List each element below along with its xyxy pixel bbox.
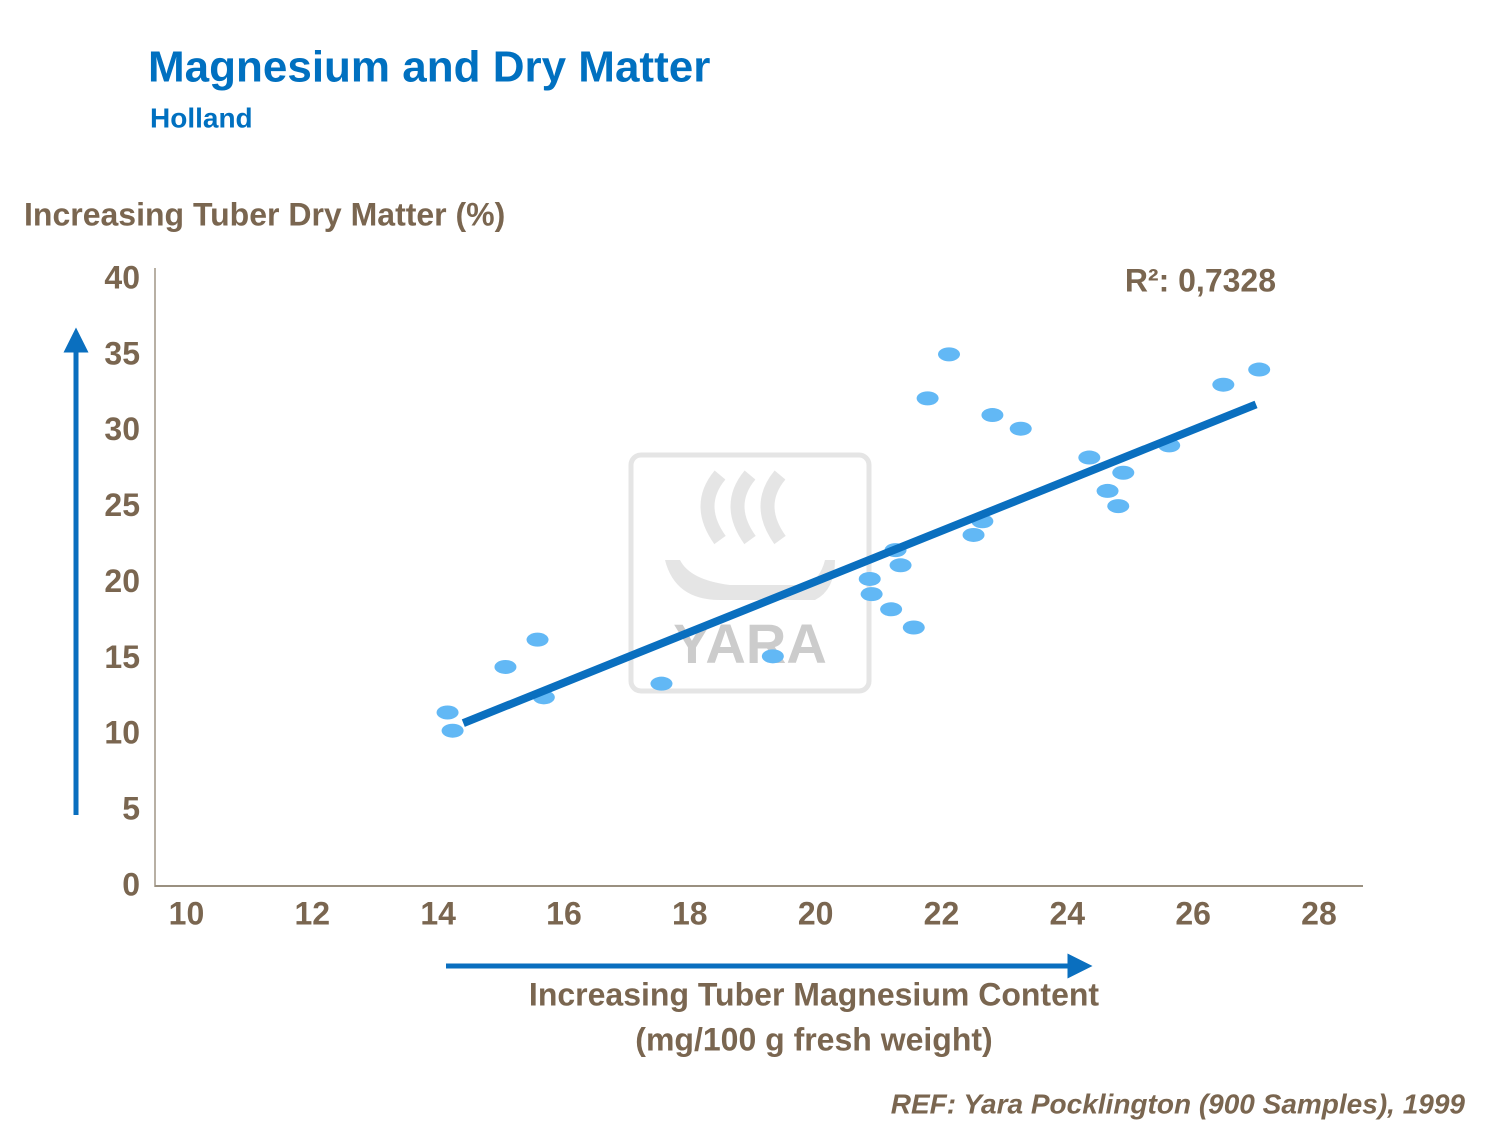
data-point — [761, 649, 784, 664]
data-point — [938, 347, 961, 362]
data-point — [962, 527, 985, 542]
x-tick-label: 10 — [169, 895, 205, 931]
data-point — [1107, 499, 1130, 514]
data-point — [1096, 483, 1119, 498]
data-point — [916, 391, 939, 406]
data-point — [650, 676, 673, 691]
chart-subtitle: Holland — [150, 102, 253, 133]
x-axis-label: Increasing Tuber Magnesium Content — [529, 976, 1099, 1012]
x-tick-label: 22 — [924, 895, 960, 931]
data-point — [1248, 362, 1271, 377]
x-tick-label: 18 — [672, 895, 708, 931]
data-point — [1078, 450, 1101, 465]
x-axis-label: (mg/100 g fresh weight) — [635, 1021, 992, 1057]
y-tick-label: 35 — [104, 335, 140, 371]
y-tick-label: 40 — [104, 259, 140, 295]
data-point — [1112, 465, 1135, 480]
data-point — [880, 602, 903, 617]
data-point — [494, 659, 517, 674]
x-tick-label: 16 — [546, 895, 582, 931]
data-point — [436, 705, 459, 720]
y-tick-label: 15 — [104, 639, 140, 675]
chart-title: Magnesium and Dry Matter — [148, 43, 710, 92]
x-tick-label: 20 — [798, 895, 834, 931]
data-point — [1009, 421, 1032, 436]
x-tick-label: 26 — [1175, 895, 1211, 931]
data-point — [889, 558, 912, 573]
r-squared: R²: 0,7328 — [1125, 262, 1276, 298]
y-axis-label: Increasing Tuber Dry Matter (%) — [24, 196, 505, 232]
x-tick-label: 28 — [1301, 895, 1337, 931]
reference: REF: Yara Pocklington (900 Samples), 199… — [891, 1088, 1466, 1119]
x-tick-label: 12 — [294, 895, 330, 931]
y-tick-label: 30 — [104, 411, 140, 447]
data-point — [860, 587, 883, 602]
y-tick-label: 10 — [104, 715, 140, 751]
data-point — [526, 632, 549, 647]
trendline — [461, 400, 1258, 727]
y-tick-label: 0 — [122, 866, 140, 902]
data-point — [981, 408, 1004, 423]
y-tick-label: 20 — [104, 563, 140, 599]
data-point — [441, 723, 464, 738]
watermark-text: YARA — [673, 612, 827, 675]
data-point — [858, 571, 881, 586]
data-point — [1212, 377, 1235, 392]
y-tick-label: 5 — [122, 791, 140, 827]
x-tick-label: 14 — [420, 895, 456, 931]
y-tick-label: 25 — [104, 487, 140, 523]
data-point — [902, 620, 925, 635]
x-tick-label: 24 — [1049, 895, 1085, 931]
